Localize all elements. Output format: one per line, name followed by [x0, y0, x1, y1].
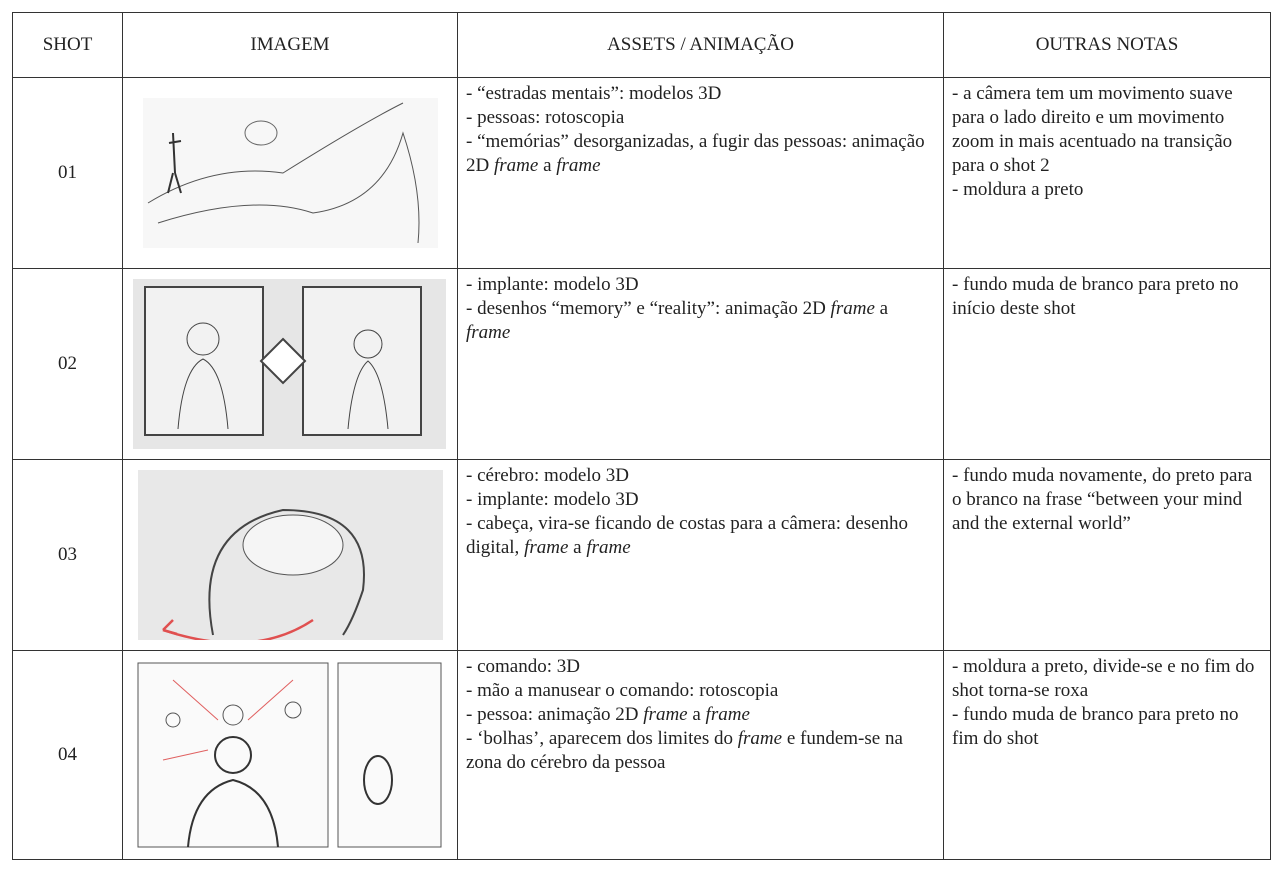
text: - comando: 3D: [466, 656, 580, 677]
text: a: [538, 155, 557, 176]
assets-cell: - implante: modelo 3D - desenhos “memory”…: [457, 268, 944, 460]
notes-cell: - fundo muda novamente, do preto para o …: [943, 459, 1271, 651]
text: - ‘bolhas’, aparecem dos limites do: [466, 728, 738, 749]
notes-cell: - a câmera tem um movimento suave para o…: [943, 77, 1271, 269]
image-cell: [122, 77, 458, 269]
header-cell: IMAGEM: [122, 12, 458, 78]
bullet: - pessoa: animação 2D frame a frame: [466, 703, 935, 727]
italic-text: frame: [466, 322, 511, 343]
text: e fundem-se na zona do cérebro da pessoa: [466, 728, 903, 773]
bullet: - moldura a preto: [952, 178, 1262, 202]
text: - mão a manusear o comando: rotoscopia: [466, 680, 779, 701]
italic-text: frame: [643, 704, 688, 725]
bullet: - moldura a preto, divide-se e no fim do…: [952, 655, 1262, 703]
row: 02 - implante: modelo 3D - desenhos “memo…: [12, 268, 1271, 460]
italic-text: frame: [830, 298, 875, 319]
italic-text: frame: [737, 728, 783, 749]
header-cell: OUTRAS NOTAS: [943, 12, 1271, 78]
shot-number: 02: [12, 268, 123, 460]
text: - implante: modelo 3D: [466, 274, 639, 295]
text: - “memórias” desorganizadas, a fugir das…: [466, 131, 925, 176]
italic-text: frame: [524, 537, 569, 558]
bullet: - implante: modelo 3D: [466, 273, 935, 297]
text: - cérebro: modelo 3D: [466, 465, 630, 486]
sketch: [143, 98, 438, 248]
assets-cell: - cérebro: modelo 3D - implante: modelo 3…: [457, 459, 944, 651]
notes-cell: - fundo muda de branco para preto no iní…: [943, 268, 1271, 460]
image-cell: [122, 459, 458, 651]
text: a: [874, 298, 889, 319]
text: - fundo muda novamente, do preto para o …: [952, 465, 1253, 534]
bullet: - “estradas mentais”: modelos 3D: [466, 82, 935, 106]
sketch: [137, 662, 442, 848]
bullet: - implante: modelo 3D: [466, 488, 935, 512]
text: - fundo muda de branco para preto no fim…: [952, 704, 1239, 749]
assets-cell: - “estradas mentais”: modelos 3D - pessoa…: [457, 77, 944, 269]
header-cell: SHOT: [12, 12, 123, 78]
text: - moldura a preto, divide-se e no fim do…: [952, 656, 1255, 701]
bullet: - fundo muda de branco para preto no iní…: [952, 273, 1262, 321]
bullet: - mão a manusear o comando: rotoscopia: [466, 679, 935, 703]
text: - cabeça, vira-se ficando de costas para…: [466, 513, 909, 558]
text: - moldura a preto: [952, 179, 1084, 200]
italic-text: frame: [493, 155, 539, 176]
image-cell: [122, 268, 458, 460]
bullet: - fundo muda de branco para preto no fim…: [952, 703, 1262, 751]
assets-cell: - comando: 3D - mão a manusear o comando:…: [457, 650, 944, 860]
italic-text: frame: [556, 155, 601, 176]
sketch: [133, 279, 446, 449]
bullet: - comando: 3D: [466, 655, 935, 679]
text: - implante: modelo 3D: [466, 489, 639, 510]
header-row: SHOT IMAGEM ASSETS / ANIMAÇÃO OUTRAS NOT…: [12, 12, 1271, 78]
shot-number: 03: [12, 459, 123, 651]
storyboard-table: SHOT IMAGEM ASSETS / ANIMAÇÃO OUTRAS NOT…: [12, 12, 1271, 860]
bullet: - fundo muda novamente, do preto para o …: [952, 464, 1262, 536]
bullet: - pessoas: rotoscopia: [466, 106, 935, 130]
text: - pessoas: rotoscopia: [466, 107, 625, 128]
bullet: - ‘bolhas’, aparecem dos limites do fram…: [466, 727, 935, 775]
text: - desenhos “memory” e “reality”: animaçã…: [466, 298, 831, 319]
row: 03 - cérebro: modelo 3D - implante: model…: [12, 459, 1271, 651]
bullet: - a câmera tem um movimento suave para o…: [952, 82, 1262, 178]
text: a: [687, 704, 706, 725]
text: - fundo muda de branco para preto no iní…: [952, 274, 1239, 319]
bullet: - cabeça, vira-se ficando de costas para…: [466, 512, 935, 560]
shot-number: 04: [12, 650, 123, 860]
text: - “estradas mentais”: modelos 3D: [466, 83, 722, 104]
text: - a câmera tem um movimento suave para o…: [952, 83, 1233, 176]
bullet: - “memórias” desorganizadas, a fugir das…: [466, 130, 935, 178]
text: a: [568, 537, 587, 558]
shot-number: 01: [12, 77, 123, 269]
row: 01 - “estradas mentais”: modelos 3D - pes…: [12, 77, 1271, 269]
text: - pessoa: animação 2D: [466, 704, 644, 725]
italic-text: frame: [586, 537, 631, 558]
notes-cell: - moldura a preto, divide-se e no fim do…: [943, 650, 1271, 860]
sketch: [138, 470, 443, 640]
image-cell: [122, 650, 458, 860]
italic-text: frame: [705, 704, 750, 725]
bullet: - desenhos “memory” e “reality”: animaçã…: [466, 297, 935, 345]
header-cell: ASSETS / ANIMAÇÃO: [457, 12, 944, 78]
row: 04 - comando: 3D - mão a manusear o coman…: [12, 650, 1271, 860]
bullet: - cérebro: modelo 3D: [466, 464, 935, 488]
